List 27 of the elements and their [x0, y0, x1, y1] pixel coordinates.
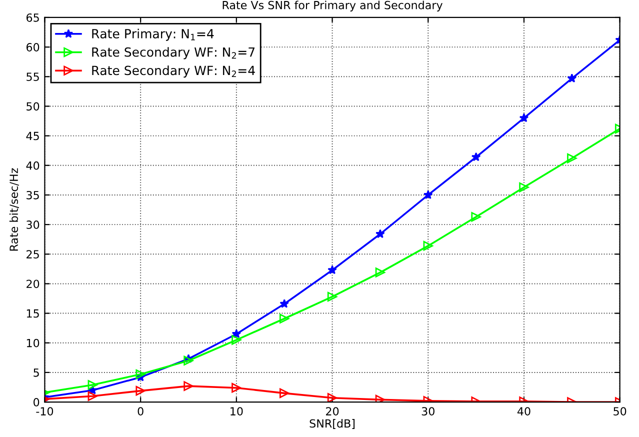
chart-title: Rate Vs SNR for Primary and Secondary [222, 0, 442, 12]
y-tick-label: 60 [26, 43, 40, 52]
legend-label: Rate Primary: N$_{1}$=4 [92, 28, 214, 41]
y-tick-label: 15 [26, 309, 39, 318]
y-tick-label: 10 [26, 338, 40, 348]
x-axis-title: SNR[dB] [310, 419, 355, 429]
y-tick-label: 35 [26, 190, 39, 200]
y-tick-label: 25 [26, 250, 39, 259]
x-tick-label: 0 [138, 407, 144, 416]
legend-label: Rate Secondary WF: N$_{2}$=4 [92, 65, 255, 78]
x-tick-label: 10 [230, 407, 243, 416]
y-tick-label: 5 [34, 368, 39, 377]
y-tick-label: 20 [26, 280, 40, 288]
x-tick-label: 40 [517, 407, 530, 416]
y-tick-label: 40 [26, 161, 40, 170]
x-tick-label: -10 [36, 407, 54, 416]
x-tick-label: 30 [422, 407, 434, 416]
legend-label: Rate Secondary WF: N$_{2}$=7 [92, 47, 255, 60]
y-tick-label: 55 [26, 72, 39, 82]
y-axis-title: Rate bit/sec/Hz [9, 168, 19, 251]
y-tick-label: 50 [26, 102, 40, 111]
y-tick-label: 30 [26, 220, 40, 229]
x-tick-label: 50 [614, 407, 626, 416]
y-tick-label: 0 [34, 398, 40, 406]
y-tick-label: 45 [26, 132, 39, 140]
y-tick-label: 65 [26, 13, 39, 22]
x-tick-label: 20 [326, 407, 339, 416]
